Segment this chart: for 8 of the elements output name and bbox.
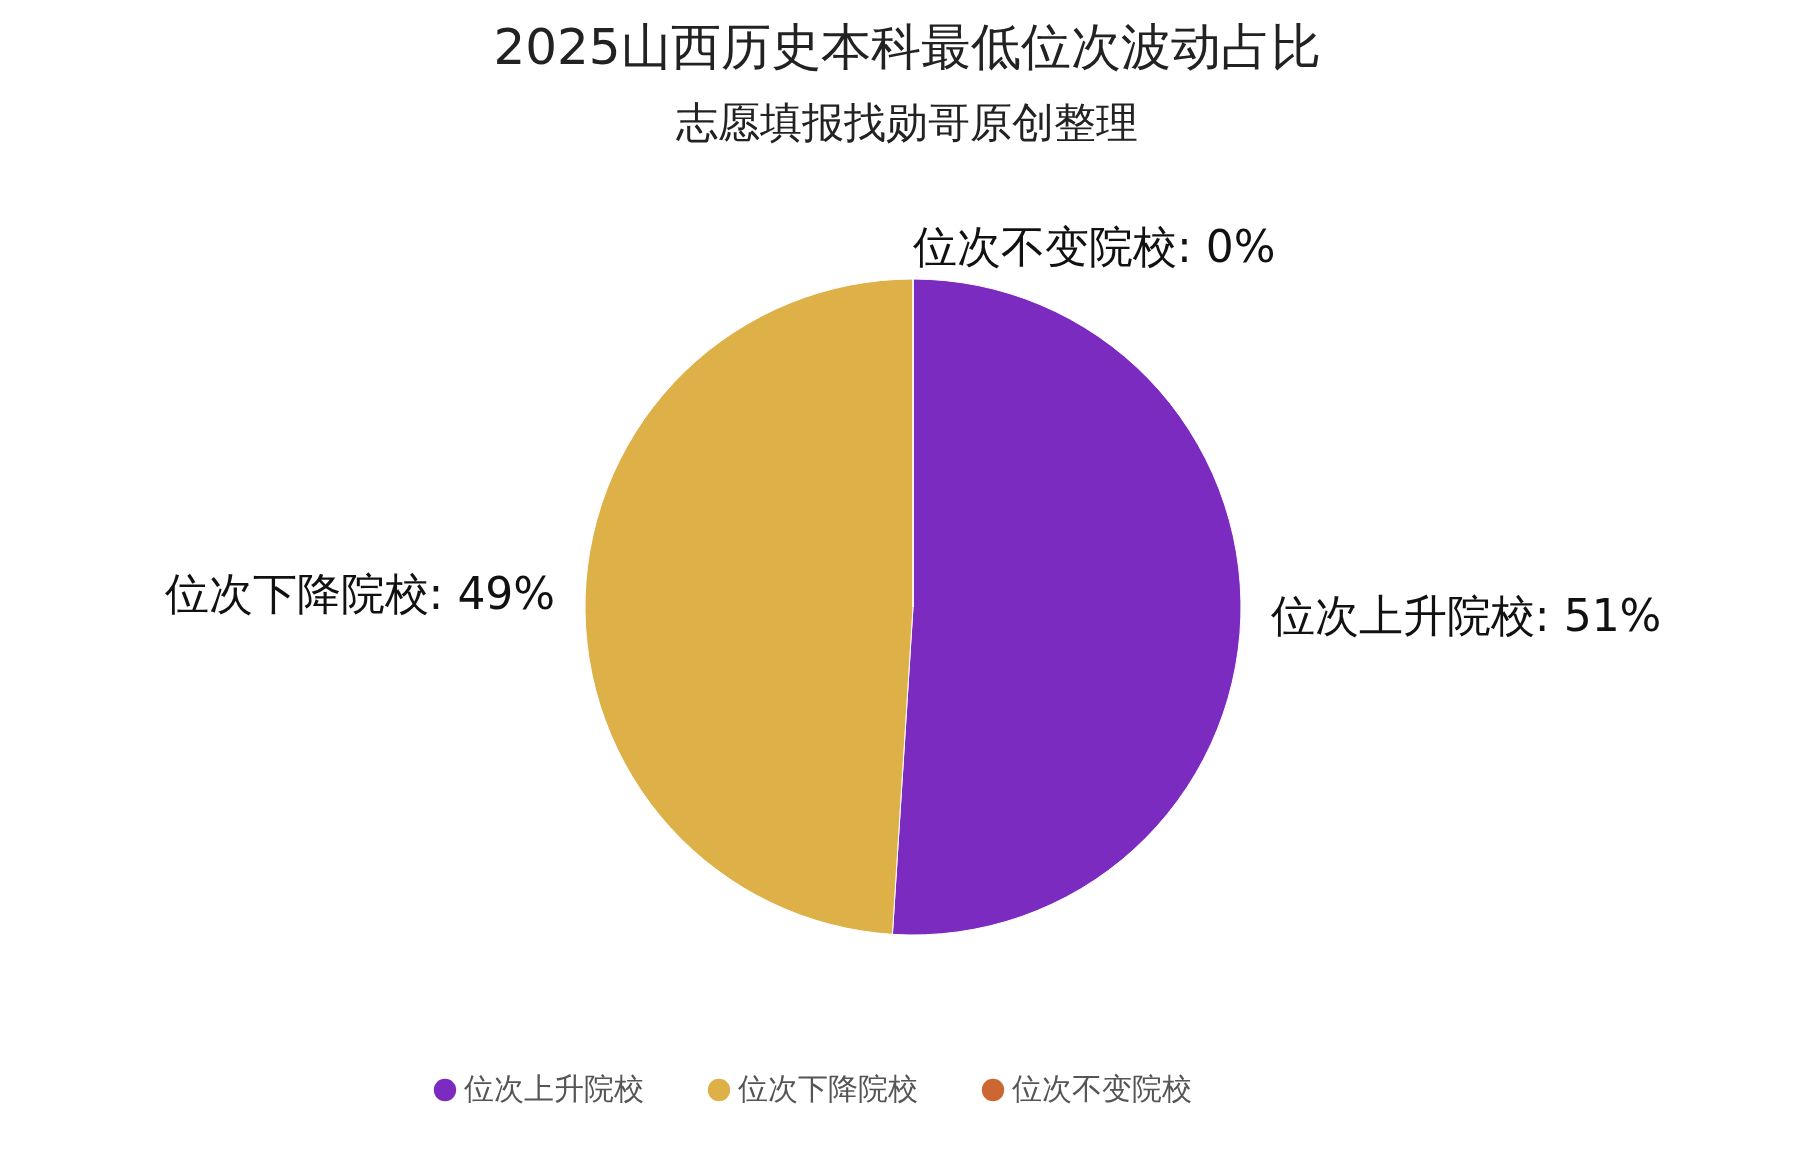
data-label: 位次上升院校: 51% [1270,590,1662,642]
chart-subtitle: 志愿填报找勋哥原创整理 [676,98,1138,147]
text: 位次不变院校: 0% [913,221,1276,272]
legend-label: 位次不变院校 [1012,1071,1192,1106]
data-label: 位次下降院校: 49% [164,567,556,619]
legend-label: 位次上升院校 [464,1071,644,1106]
legend-label: 位次下降院校 [738,1071,918,1106]
chart-title: 2025山西历史本科最低位次波动占比 [493,18,1321,76]
